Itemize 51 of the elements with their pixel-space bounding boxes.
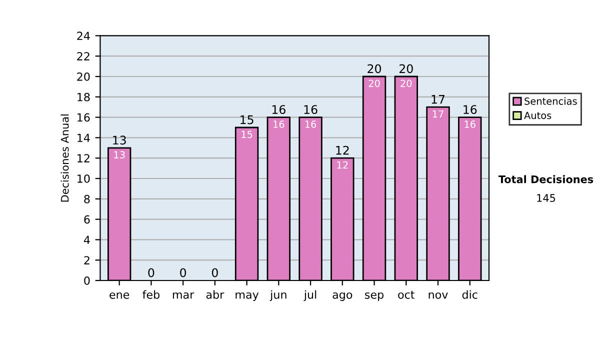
y-tick-label: 2 xyxy=(84,256,90,264)
y-tick-label: 0 xyxy=(84,276,90,285)
total-label: 16 xyxy=(272,105,286,114)
data-label: 16 xyxy=(305,120,316,128)
y-tick-label: 22 xyxy=(77,52,90,60)
x-tick-label: dic xyxy=(462,290,478,299)
y-tick-label: 10 xyxy=(78,174,90,183)
y-tick-label: 16 xyxy=(78,113,90,122)
legend-label: Autos xyxy=(524,112,552,120)
total-label: 13 xyxy=(113,136,126,145)
x-tick-label: oct xyxy=(398,290,415,299)
data-label: 15 xyxy=(242,130,252,138)
y-tick-label: 4 xyxy=(84,236,90,244)
x-tick-label: jun xyxy=(270,290,286,301)
x-tick-label: abr xyxy=(206,290,224,299)
x-tick-label: feb xyxy=(142,290,160,299)
x-tick-label: mar xyxy=(172,292,194,299)
total-label: 20 xyxy=(368,64,381,74)
legend-label: Sentencias xyxy=(524,97,577,105)
data-label: 16 xyxy=(464,120,476,128)
data-label: 13 xyxy=(114,151,125,158)
total-label: 20 xyxy=(399,64,413,74)
total-label: 15 xyxy=(240,115,254,124)
total-label: 0 xyxy=(212,268,218,278)
y-axis-title: Decisiones Anual xyxy=(60,114,69,202)
total-label: 0 xyxy=(180,268,186,278)
data-label: 16 xyxy=(274,120,284,128)
text: Total Decisiones xyxy=(498,175,594,184)
data-label: 12 xyxy=(337,161,348,169)
data-label: 17 xyxy=(432,110,444,118)
data-label: 20 xyxy=(400,80,412,88)
x-tick-label: sep xyxy=(365,292,384,301)
y-tick-label: 8 xyxy=(84,194,90,204)
total-label: 0 xyxy=(148,268,154,278)
x-tick-label: jul xyxy=(304,290,316,301)
y-tick-label: 12 xyxy=(78,154,90,162)
text: 145 xyxy=(537,194,556,202)
x-tick-label: may xyxy=(236,292,259,301)
total-label: 17 xyxy=(432,95,445,104)
x-tick-label: nov xyxy=(428,292,448,299)
y-tick-label: 18 xyxy=(78,92,90,102)
total-label: 16 xyxy=(464,105,477,114)
y-tick-label: 14 xyxy=(78,134,90,142)
x-tick-label: ago xyxy=(332,292,352,301)
y-tick-label: 20 xyxy=(77,72,90,81)
x-tick-label: ene xyxy=(110,292,130,299)
y-tick-label: 24 xyxy=(77,32,90,40)
total-label: 16 xyxy=(304,105,318,114)
y-tick-label: 6 xyxy=(84,215,90,224)
total-label: 12 xyxy=(336,146,349,155)
data-label: 20 xyxy=(368,80,380,88)
